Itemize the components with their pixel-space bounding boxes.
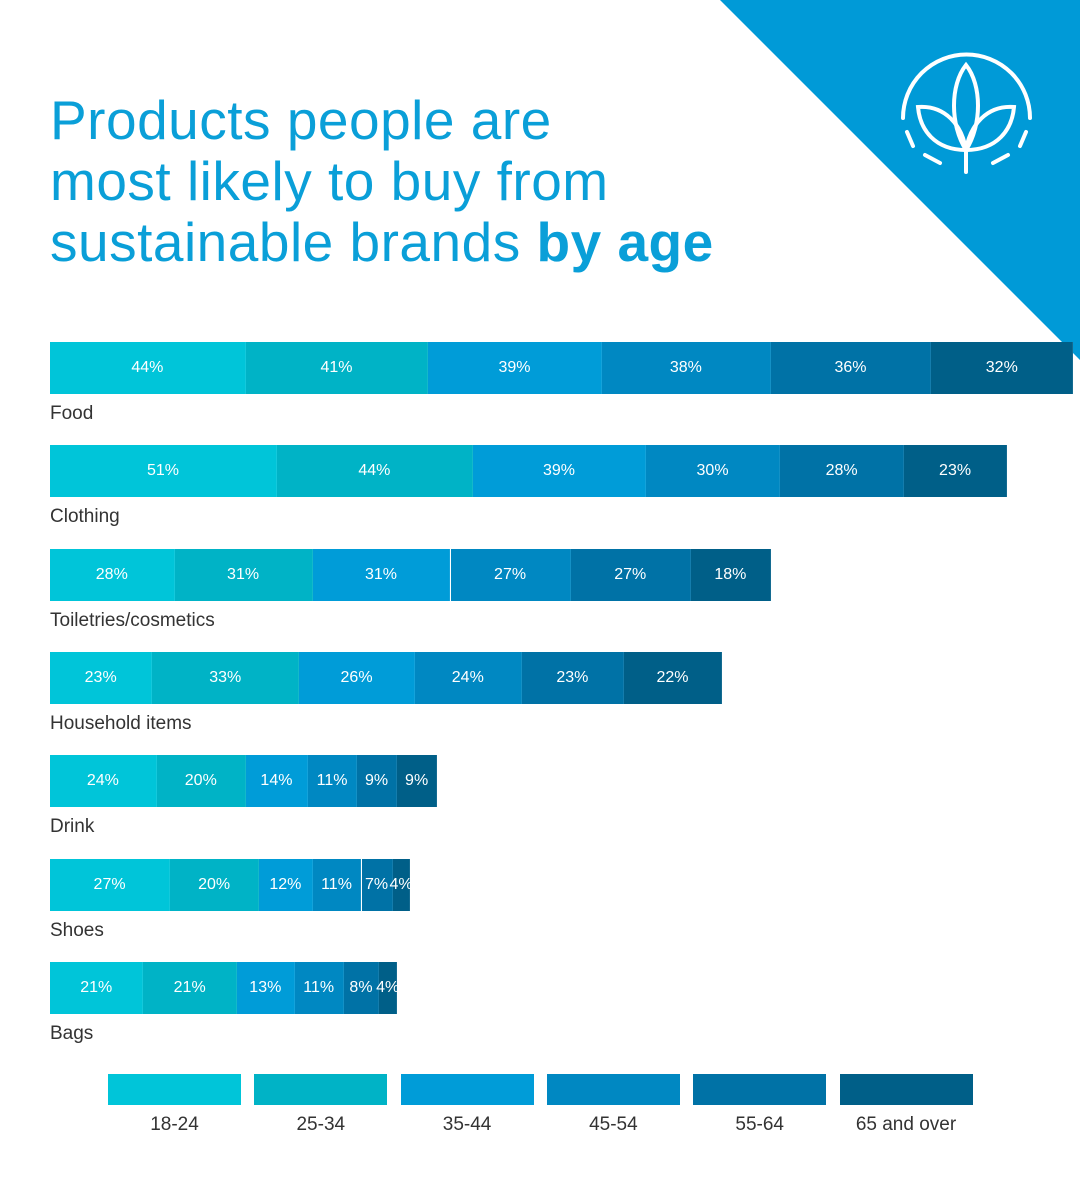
- bar-segment: 4%: [389, 858, 413, 911]
- title-line-3: sustainable brands by age: [50, 212, 714, 273]
- title-line-1: Products people are: [50, 89, 552, 151]
- bar-segment: 8%: [343, 961, 380, 1014]
- category-label: Household items: [50, 712, 192, 734]
- legend-label: 25-34: [296, 1114, 346, 1135]
- bar-segment: 39%: [472, 445, 647, 498]
- bar-segment: 11%: [294, 961, 344, 1014]
- bar-segment: 28%: [779, 445, 905, 498]
- bar-segment: 27%: [570, 548, 691, 601]
- bar-segment: 20%: [156, 755, 246, 808]
- category-label: Drink: [50, 816, 95, 838]
- bar-segment: 4%: [376, 961, 399, 1014]
- category-label: Clothing: [50, 506, 120, 528]
- bar-segment: 18%: [690, 548, 771, 601]
- category-label: Bags: [50, 1022, 94, 1044]
- category-label: Toiletries/cosmetics: [50, 609, 215, 631]
- bar-segment: 11%: [308, 755, 358, 808]
- legend-swatch: [254, 1074, 388, 1105]
- bar-segment: 33%: [152, 651, 300, 704]
- bar-segment: 27%: [450, 548, 571, 601]
- legend-label: 18-24: [150, 1114, 199, 1135]
- title-bold: by age: [536, 211, 714, 273]
- bar-segment: 36%: [770, 342, 932, 394]
- bar-segment: 7%: [361, 858, 393, 911]
- bar-segment: 27%: [50, 858, 171, 911]
- bar-segment: 32%: [931, 342, 1074, 394]
- legend-label: 45-54: [589, 1114, 638, 1135]
- bar-segment: 24%: [50, 755, 157, 808]
- bar-segment: 24%: [414, 651, 522, 704]
- bar-segment: 21%: [143, 961, 237, 1014]
- leaf-circle-icon: [901, 52, 1032, 174]
- bar-segment: 9%: [357, 755, 398, 808]
- bar-segment: 14%: [245, 755, 309, 808]
- bar-segment: 21%: [50, 961, 144, 1014]
- bar-segment: 28%: [50, 548, 175, 601]
- bar-segment: 23%: [50, 651, 153, 704]
- category-label: Shoes: [50, 919, 104, 941]
- bar-segment: 30%: [646, 445, 780, 498]
- chart-title: Products people are most likely to buy f…: [50, 90, 714, 273]
- bar-segment: 23%: [904, 445, 1007, 498]
- bar-segment: 39%: [428, 342, 602, 394]
- bar-segment: 44%: [276, 445, 473, 498]
- bar-segment: 20%: [170, 858, 260, 911]
- title-regular: sustainable brands: [50, 211, 537, 273]
- category-label: Food: [50, 403, 94, 424]
- bar-segment: 38%: [601, 342, 771, 394]
- bar-segment: 23%: [521, 651, 625, 704]
- legend-label: 65 and over: [855, 1114, 957, 1135]
- corner-banner: [720, 0, 1080, 360]
- bar-segment: 31%: [174, 548, 313, 601]
- bar-segment: 44%: [50, 342, 246, 394]
- title-line-2: most likely to buy from: [50, 150, 609, 212]
- legend-swatch: [693, 1074, 827, 1105]
- bar-segment: 31%: [312, 548, 451, 601]
- legend-swatch: [108, 1074, 241, 1105]
- bar-segment: 22%: [624, 651, 722, 704]
- bar-segment: 26%: [299, 651, 415, 704]
- legend-swatch: [546, 1074, 680, 1105]
- legend-swatch: [400, 1074, 534, 1105]
- bar-segment: 51%: [50, 445, 277, 498]
- bar-segment: 9%: [397, 755, 438, 808]
- bar-segment: 41%: [245, 342, 429, 394]
- bar-segment: 13%: [236, 961, 295, 1014]
- bar-segment: 11%: [312, 858, 362, 911]
- legend-label: 35-44: [442, 1114, 492, 1135]
- legend-swatch: [839, 1074, 973, 1105]
- legend-label: 55-64: [735, 1114, 784, 1135]
- bar-segment: 12%: [259, 858, 313, 911]
